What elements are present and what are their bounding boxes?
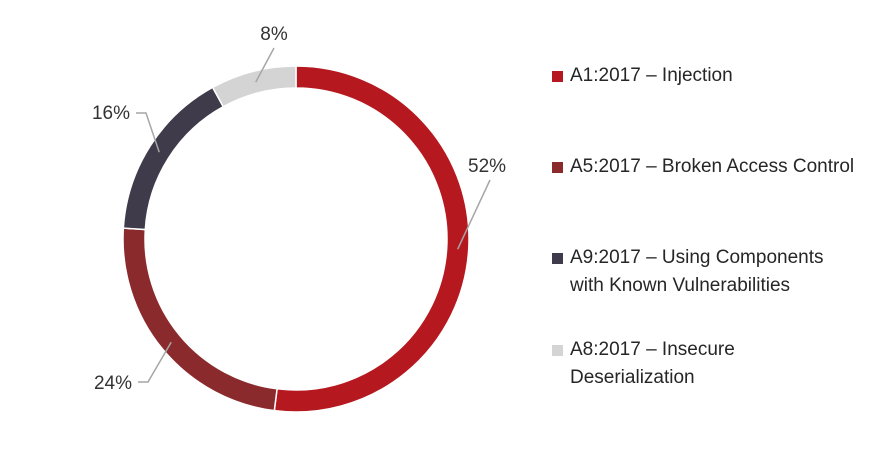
legend-swatch-broken-access-control [552,162,563,173]
data-labels: 52% 24% 16% 8% [92,24,506,394]
legend-swatch-known-vulnerabilities [552,253,563,264]
leader-line [255,47,275,83]
donut-slices [122,65,470,413]
legend-label-line2: Deserialization [570,367,695,388]
leader-lines [136,47,491,383]
leader-line [136,112,160,153]
legend-label-known-vulnerabilities: A9:2017 – Using Components with Known Vu… [570,244,888,300]
legend-label-line1: A5:2017 – Broken Access Control [570,156,855,177]
data-label: 52% [468,156,506,177]
donut-slice [273,65,470,413]
legend-label-line2: with Known Vulnerabilities [570,275,791,296]
legend-label-line1: A1:2017 – Injection [570,65,733,86]
donut-slice [211,65,297,108]
legend: A1:2017 – Injection A5:2017 – Broken Acc… [552,0,888,450]
leader-line [457,179,491,250]
donut-slice [122,86,225,231]
data-label: 24% [94,373,132,394]
legend-label-injection: A1:2017 – Injection [570,62,888,90]
data-label: 8% [260,24,288,45]
legend-label-broken-access-control: A5:2017 – Broken Access Control [570,153,888,181]
legend-label-insecure-deserialization: A8:2017 – Insecure Deserialization [570,336,888,392]
leader-line [138,341,172,383]
legend-swatch-injection [552,71,563,82]
data-label: 16% [92,103,130,124]
legend-label-line1: A9:2017 – Using Components [570,247,824,268]
legend-swatch-insecure-deserialization [552,345,563,356]
donut-slice [122,227,278,412]
legend-label-line1: A8:2017 – Insecure [570,339,735,360]
